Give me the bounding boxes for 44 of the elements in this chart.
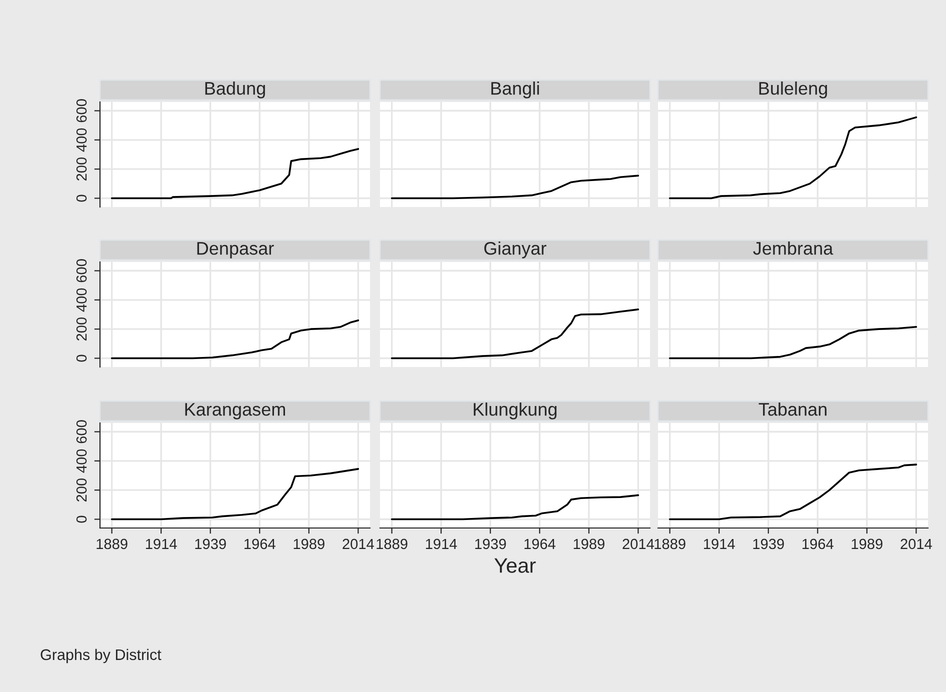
chart-title: Badung xyxy=(205,82,265,98)
text: Graphs by District xyxy=(40,648,162,664)
x-tick-label: 1889 xyxy=(376,538,408,550)
x-tick-label: 1889 xyxy=(654,538,686,550)
chart-title: Bangli xyxy=(491,82,539,98)
y-tick-label: 600 xyxy=(76,420,87,444)
y-tick-label: 200 xyxy=(76,478,87,502)
chart-title: Gianyar xyxy=(484,242,546,258)
x-tick-label: 1964 xyxy=(524,538,556,550)
chart-title: Karangasem xyxy=(185,403,285,420)
y-tick-label: 0 xyxy=(76,516,87,523)
y-tick-label: 400 xyxy=(76,449,87,473)
y-tick-label: 0 xyxy=(76,354,87,362)
x-axis-title: Year xyxy=(494,558,536,573)
x-tick-label: 1989 xyxy=(852,538,882,550)
x-tick-label: 1939 xyxy=(753,538,784,550)
line-series xyxy=(110,148,360,200)
y-tick-label: 600 xyxy=(76,259,87,282)
x-tick-label: 1939 xyxy=(475,538,506,550)
chart-title: Buleleng xyxy=(759,82,827,98)
x-tick-label: 1939 xyxy=(195,538,226,550)
x-tick-label: 1914 xyxy=(426,538,457,550)
x-tick-label: 2014 xyxy=(342,538,374,550)
x-tick-label: 1964 xyxy=(802,538,834,550)
y-tick-label: 600 xyxy=(76,99,87,122)
y-tick-label: 400 xyxy=(76,128,87,152)
x-tick-label: 1914 xyxy=(704,538,735,550)
x-tick-label: 2014 xyxy=(900,538,932,550)
chart-title: Denpasar xyxy=(197,242,274,258)
x-tick-label: 1989 xyxy=(294,538,324,550)
x-tick-label: 1914 xyxy=(146,538,177,550)
y-tick-label: 400 xyxy=(76,288,87,312)
chart-title: Klungkung xyxy=(474,402,557,420)
line-series xyxy=(110,468,360,520)
x-tick-label: 2014 xyxy=(622,538,654,550)
x-tick-label: 1964 xyxy=(244,538,276,550)
chart-title: Jembrana xyxy=(753,242,834,255)
y-tick-label: 200 xyxy=(76,317,87,341)
chart-title: Tabanan xyxy=(758,402,826,416)
x-tick-label: 1889 xyxy=(96,538,128,550)
y-tick-label: 0 xyxy=(76,194,87,202)
x-tick-label: 1989 xyxy=(574,538,604,550)
line-series xyxy=(110,319,360,360)
y-tick-label: 200 xyxy=(76,157,87,181)
